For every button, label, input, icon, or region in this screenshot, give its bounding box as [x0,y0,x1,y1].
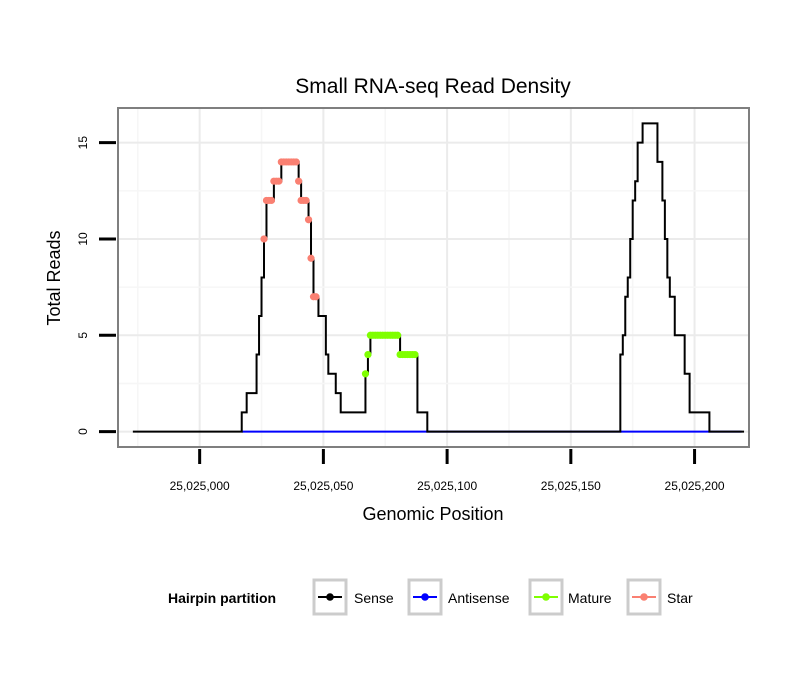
x-tick-label: 25,025,050 [293,479,353,493]
y-tick-label: 10 [76,232,90,246]
legend-label-sense: Sense [354,590,394,606]
y-tick-label: 15 [76,136,90,150]
star-point [275,177,283,185]
chart-title: Small RNA-seq Read Density [295,75,571,98]
legend-label-star: Star [667,590,693,606]
y-axis: 0 5 10 15 [76,136,116,435]
star-point [302,196,310,205]
star-series [260,158,320,301]
star-point [292,158,300,166]
star-point [295,177,303,185]
mature-point [364,350,372,359]
x-tick-label: 25,025,200 [665,479,725,493]
star-point [312,293,320,301]
legend-item-sense: Sense [312,578,394,616]
star-point [307,254,315,262]
legend-item-antisense: Antisense [407,578,510,616]
star-point [304,216,313,224]
x-tick-label: 25,025,100 [417,479,477,493]
legend: Hairpin partition Sense Antisense Mature St… [168,578,693,616]
mature-point [394,331,402,339]
x-axis: 25,025,000 25,025,050 25,025,100 25,025,150… [170,449,725,493]
legend-item-mature: Mature [528,578,612,616]
mature-point [411,350,419,359]
legend-label-mature: Mature [568,590,612,606]
y-tick-label: 5 [76,332,90,339]
plot-background [118,108,749,447]
legend-dot-sense [326,593,334,601]
legend-item-star: Star [626,578,693,616]
x-tick-label: 25,025,150 [541,479,601,493]
legend-dot-star [640,593,648,601]
y-tick-label: 0 [76,428,90,435]
star-point [267,196,276,205]
star-point [260,235,268,243]
legend-dot-mature [542,593,550,601]
mature-point [361,370,370,378]
plot-border [117,107,750,448]
legend-label-antisense: Antisense [448,590,510,606]
legend-title: Hairpin partition [168,590,276,606]
x-axis-label: Genomic Position [362,504,503,524]
legend-dot-antisense [421,593,429,601]
x-tick-label: 25,025,000 [170,479,230,493]
y-axis-label: Total Reads [44,230,64,325]
plot-panel [117,107,750,448]
mature-series [361,331,419,378]
series-layer [132,122,745,433]
